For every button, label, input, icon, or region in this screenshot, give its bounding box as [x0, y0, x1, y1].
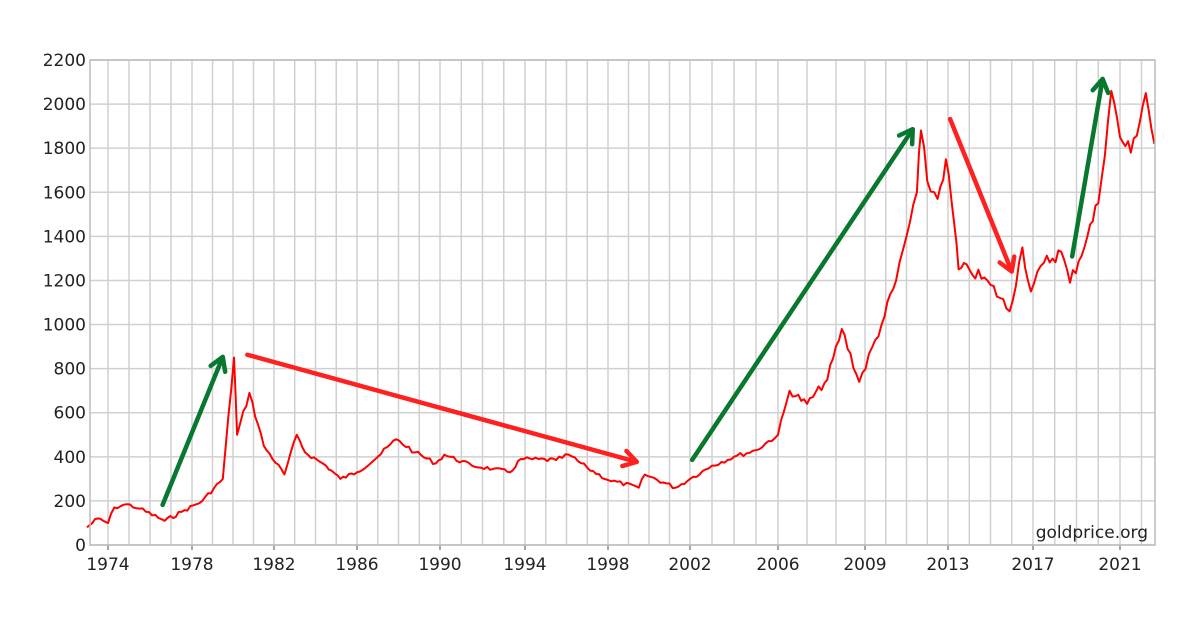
arrowhead-icon — [208, 354, 228, 375]
arrowhead-icon — [1090, 76, 1111, 96]
y-tick-label: 1400 — [43, 227, 86, 247]
trend-arrow — [1069, 76, 1111, 259]
trend-arrow — [245, 352, 639, 469]
y-tick-label: 1000 — [43, 316, 86, 336]
x-tick-label: 1998 — [586, 555, 629, 575]
trend-arrow — [947, 116, 1017, 274]
y-tick-label: 800 — [54, 360, 86, 380]
x-tick-label: 2006 — [756, 555, 799, 575]
y-tick-label: 1600 — [43, 183, 86, 203]
x-tick-label: 2002 — [668, 555, 711, 575]
x-tick-label: 2009 — [843, 555, 886, 575]
y-tick-label: 400 — [54, 448, 86, 468]
arrowhead-icon — [896, 126, 915, 147]
x-tick-label: 1990 — [418, 555, 461, 575]
arrowhead-icon — [620, 448, 639, 469]
price-line — [86, 89, 1156, 529]
y-tick-label: 1200 — [43, 271, 86, 291]
x-axis: 1974 1978 1982 1986 1990 1994 1998 2002 2006 2009… — [86, 545, 1142, 575]
y-tick-label: 2000 — [43, 95, 86, 115]
x-tick-label: 1986 — [335, 555, 378, 575]
y-tick-label: 600 — [54, 404, 86, 424]
plot-frame — [89, 59, 1156, 546]
x-tick-label: 1994 — [503, 555, 546, 575]
y-tick-label: 1800 — [43, 139, 86, 159]
x-tick-label: 1982 — [252, 555, 295, 575]
y-axis: 0 200 400 600 800 1000 1200 1400 1600 1800 2000 220… — [43, 51, 86, 556]
watermark: goldprice.org — [1036, 523, 1148, 543]
x-tick-label: 2017 — [1011, 555, 1054, 575]
y-tick-label: 200 — [54, 492, 86, 512]
x-tick-label: 2021 — [1098, 555, 1141, 575]
trend-arrows — [160, 76, 1111, 508]
trend-arrow — [689, 126, 915, 463]
y-tick-label: 2200 — [43, 51, 86, 71]
x-tick-label: 1974 — [86, 555, 129, 575]
arrowhead-icon — [997, 254, 1017, 274]
x-tick-label: 2013 — [926, 555, 969, 575]
x-tick-label: 1978 — [170, 555, 213, 575]
y-tick-label: 0 — [75, 536, 86, 556]
trend-arrow — [160, 354, 228, 508]
grid — [90, 59, 1155, 546]
